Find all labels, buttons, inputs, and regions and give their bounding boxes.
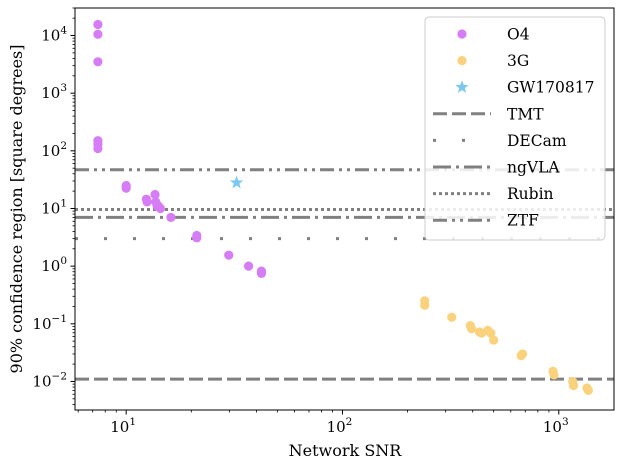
legend-label-decam: DECam (507, 132, 567, 150)
point-o4 (166, 212, 176, 223)
y-tick-label: 101 (41, 197, 67, 217)
point-3g (568, 380, 579, 391)
legend-label-rubin: Rubin (507, 185, 554, 203)
y-tick-label: 10−2 (32, 370, 67, 390)
point-o4 (150, 189, 160, 200)
legend-label-3g: 3G (507, 52, 529, 70)
legend-label-ztf: ZTF (507, 212, 539, 230)
point-o4 (93, 19, 103, 30)
point-3g (466, 324, 477, 334)
legend-label-gw170817: GW170817 (507, 79, 594, 97)
legend: O4 3G GW170817 TMT DECam ngVLA Rubin ZTF (424, 16, 606, 241)
legend-label-ngvla: ngVLA (507, 159, 560, 177)
point-o4 (224, 250, 234, 260)
x-axis-label: Network SNR (289, 441, 403, 460)
legend-marker-o4 (457, 29, 467, 39)
point-3g (447, 312, 457, 322)
y-tick-label: 102 (41, 140, 67, 160)
point-o4 (93, 57, 103, 67)
point-o4 (142, 197, 152, 207)
y-tick-label: 103 (41, 82, 67, 102)
y-tick-label: 100 (41, 255, 67, 275)
y-tick-label: 10−1 (32, 313, 67, 333)
point-3g (549, 370, 559, 380)
point-3g (420, 300, 430, 310)
point-3g (486, 328, 496, 338)
legend-label-tmt: TMT (507, 105, 544, 123)
point-3g (583, 385, 593, 395)
y-tick-label: 104 (41, 25, 67, 45)
point-3g (517, 349, 528, 359)
legend-label-o4: O4 (507, 26, 530, 44)
point-o4 (256, 268, 267, 278)
legend-marker-3g (457, 56, 467, 66)
point-3g (489, 335, 499, 345)
legend-marker-gw170817 (455, 80, 469, 93)
point-o4 (155, 203, 166, 214)
point-o4 (93, 143, 103, 154)
plot-frame (74, 7, 615, 411)
legend-box (424, 16, 606, 241)
point-gw170817 (229, 175, 244, 189)
y-axis-label: 90% confidence region [square degrees] (7, 45, 26, 374)
point-o4 (93, 29, 103, 39)
point-o4 (243, 261, 254, 271)
point-o4 (121, 183, 131, 193)
point-o4 (192, 233, 202, 243)
